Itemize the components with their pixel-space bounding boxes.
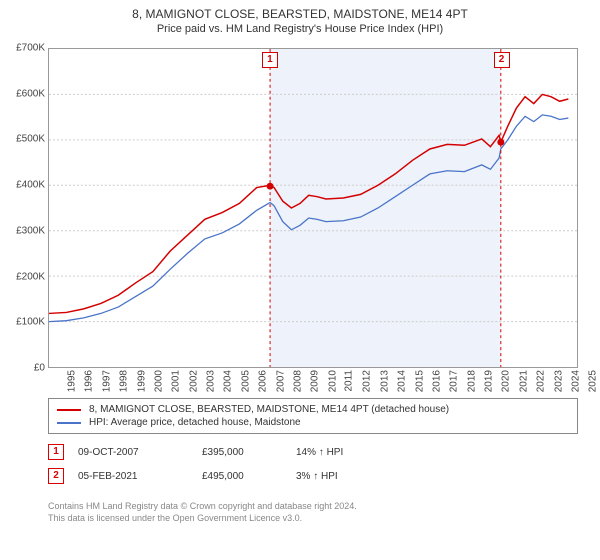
x-tick-label: 2024: [570, 370, 581, 392]
y-tick-label: £100K: [16, 317, 45, 328]
page-subtitle: Price paid vs. HM Land Registry's House …: [0, 23, 600, 39]
x-tick-label: 2000: [153, 370, 164, 392]
x-tick-label: 2005: [240, 370, 251, 392]
chart: [48, 48, 578, 368]
page-title: 8, MAMIGNOT CLOSE, BEARSTED, MAIDSTONE, …: [0, 0, 600, 23]
chart-svg: [49, 49, 577, 367]
footnote-line2: This data is licensed under the Open Gov…: [48, 513, 302, 523]
datapoint-row: 1 09-OCT-2007 £395,000 14% ↑ HPI: [48, 440, 578, 464]
x-tick-label: 2011: [344, 370, 355, 392]
legend-label: 8, MAMIGNOT CLOSE, BEARSTED, MAIDSTONE, …: [89, 404, 449, 415]
x-tick-label: 1997: [101, 370, 112, 392]
x-tick-label: 2006: [257, 370, 268, 392]
x-tick-label: 2009: [310, 370, 321, 392]
y-tick-label: £0: [34, 363, 45, 374]
datapoint-marker: 2: [48, 468, 64, 484]
datapoint-date: 09-OCT-2007: [78, 447, 188, 458]
x-tick-label: 2025: [588, 370, 599, 392]
x-tick-label: 2022: [535, 370, 546, 392]
y-tick-label: £300K: [16, 225, 45, 236]
y-tick-label: £500K: [16, 134, 45, 145]
datapoint-row: 2 05-FEB-2021 £495,000 3% ↑ HPI: [48, 464, 578, 488]
y-tick-label: £400K: [16, 180, 45, 191]
x-tick-label: 2008: [292, 370, 303, 392]
x-tick-label: 2016: [431, 370, 442, 392]
y-tick-label: £200K: [16, 271, 45, 282]
y-tick-label: £600K: [16, 88, 45, 99]
legend-row: HPI: Average price, detached house, Maid…: [57, 416, 569, 429]
x-tick-label: 2012: [362, 370, 373, 392]
y-tick-label: £700K: [16, 43, 45, 54]
datapoint-marker: 1: [48, 444, 64, 460]
footnote: Contains HM Land Registry data © Crown c…: [48, 500, 578, 524]
x-tick-label: 2021: [518, 370, 529, 392]
x-tick-label: 2007: [275, 370, 286, 392]
datapoint-price: £395,000: [202, 447, 282, 458]
x-tick-label: 2014: [396, 370, 407, 392]
event-marker: 1: [262, 52, 278, 68]
legend-row: 8, MAMIGNOT CLOSE, BEARSTED, MAIDSTONE, …: [57, 403, 569, 416]
datapoint-date: 05-FEB-2021: [78, 471, 188, 482]
x-tick-label: 1998: [118, 370, 129, 392]
datapoints-table: 1 09-OCT-2007 £395,000 14% ↑ HPI 2 05-FEB-202…: [48, 440, 578, 488]
event-marker: 2: [494, 52, 510, 68]
x-tick-label: 2015: [414, 370, 425, 392]
legend-swatch: [57, 409, 81, 411]
datapoint-note: 14% ↑ HPI: [296, 447, 578, 458]
datapoint-note: 3% ↑ HPI: [296, 471, 578, 482]
x-tick-label: 2003: [205, 370, 216, 392]
x-tick-label: 2023: [553, 370, 564, 392]
x-tick-label: 2004: [223, 370, 234, 392]
legend-swatch: [57, 422, 81, 424]
x-tick-label: 2019: [483, 370, 494, 392]
footnote-line1: Contains HM Land Registry data © Crown c…: [48, 501, 357, 511]
x-tick-label: 2001: [171, 370, 182, 392]
x-tick-label: 1996: [84, 370, 95, 392]
x-tick-label: 1995: [66, 370, 77, 392]
datapoint-price: £495,000: [202, 471, 282, 482]
legend-label: HPI: Average price, detached house, Maid…: [89, 417, 301, 428]
x-tick-label: 2017: [449, 370, 460, 392]
legend: 8, MAMIGNOT CLOSE, BEARSTED, MAIDSTONE, …: [48, 398, 578, 434]
x-tick-label: 2018: [466, 370, 477, 392]
x-tick-label: 2010: [327, 370, 338, 392]
x-tick-label: 1999: [136, 370, 147, 392]
x-tick-label: 2013: [379, 370, 390, 392]
x-tick-label: 2020: [501, 370, 512, 392]
x-tick-label: 2002: [188, 370, 199, 392]
